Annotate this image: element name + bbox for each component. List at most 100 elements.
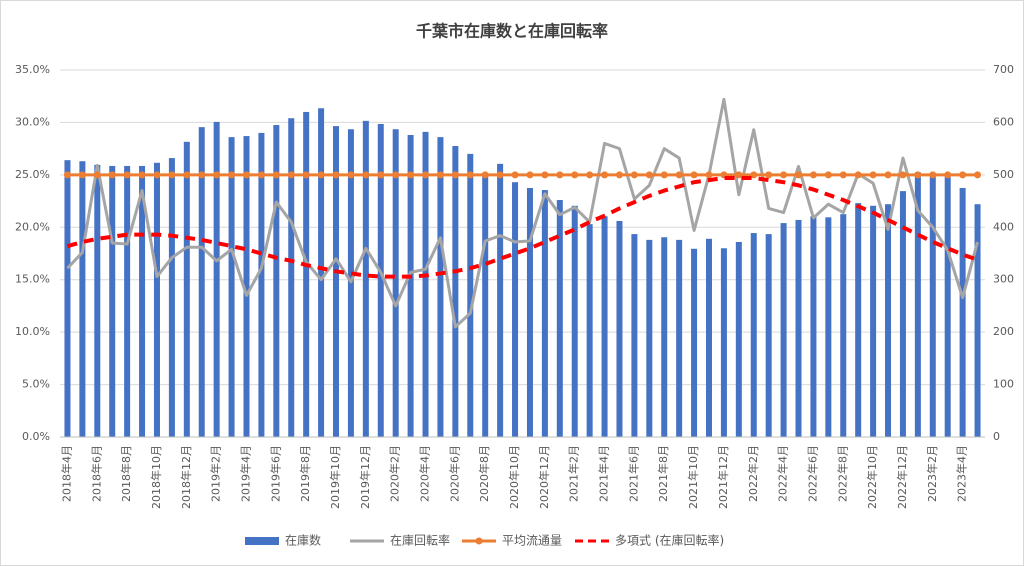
line-marker bbox=[392, 171, 400, 179]
bar bbox=[974, 204, 981, 437]
line-marker bbox=[93, 171, 101, 179]
line-marker bbox=[183, 171, 191, 179]
x-tick-label: 2020年8月 bbox=[477, 445, 491, 502]
line-marker bbox=[974, 171, 982, 179]
line-marker bbox=[377, 171, 385, 179]
bar bbox=[109, 165, 116, 438]
y-tick-label: 25.0% bbox=[15, 168, 50, 181]
y-tick-label: 5.0% bbox=[22, 378, 50, 391]
bar bbox=[601, 216, 608, 437]
line-marker bbox=[601, 171, 609, 179]
bar bbox=[437, 137, 444, 437]
line-marker bbox=[362, 171, 370, 179]
line-marker bbox=[63, 171, 71, 179]
line-marker bbox=[302, 171, 310, 179]
x-tick-label: 2020年2月 bbox=[388, 445, 402, 502]
y-tick-label: 15.0% bbox=[15, 273, 50, 286]
line-marker bbox=[422, 171, 430, 179]
bar bbox=[929, 174, 936, 437]
y-tick-label: 20.0% bbox=[15, 220, 50, 233]
line-marker bbox=[705, 171, 713, 179]
x-tick-label: 2019年8月 bbox=[298, 445, 312, 502]
line-marker bbox=[780, 171, 788, 179]
line-marker bbox=[168, 171, 176, 179]
y-tick-label: 35.0% bbox=[15, 63, 50, 76]
line-marker bbox=[317, 171, 325, 179]
line-marker bbox=[586, 171, 594, 179]
line bbox=[66, 97, 979, 329]
legend-marker bbox=[475, 537, 483, 545]
line-marker bbox=[198, 171, 206, 179]
legend-label: 在庫回転率 bbox=[390, 533, 450, 548]
line-marker bbox=[257, 171, 265, 179]
x-tick-label: 2018年12月 bbox=[179, 445, 193, 509]
line-marker bbox=[765, 171, 773, 179]
y2-tick-label: 400 bbox=[993, 220, 1014, 233]
x-tick-label: 2022年6月 bbox=[805, 445, 819, 502]
line-marker bbox=[914, 171, 922, 179]
x-tick-label: 2021年10月 bbox=[686, 445, 700, 509]
line-marker bbox=[466, 171, 474, 179]
bar bbox=[765, 234, 772, 437]
x-tick-label: 2022年2月 bbox=[746, 445, 760, 502]
bar bbox=[676, 239, 683, 437]
bar bbox=[512, 182, 519, 437]
bar bbox=[333, 126, 340, 437]
line-marker bbox=[735, 171, 743, 179]
bar bbox=[422, 131, 429, 437]
x-tick-label: 2018年10月 bbox=[149, 445, 163, 509]
x-tick-label: 2021年2月 bbox=[567, 445, 581, 502]
x-tick-label: 2023年4月 bbox=[955, 445, 969, 502]
bar bbox=[631, 234, 638, 437]
bar bbox=[228, 137, 235, 437]
line-marker bbox=[824, 171, 832, 179]
line-marker bbox=[526, 171, 534, 179]
bar bbox=[213, 121, 220, 437]
bar bbox=[840, 214, 847, 437]
bar bbox=[691, 248, 698, 437]
x-tick-label: 2022年12月 bbox=[895, 445, 909, 509]
bar bbox=[288, 118, 295, 437]
line-marker bbox=[347, 171, 355, 179]
bar bbox=[855, 203, 862, 437]
y2-tick-label: 200 bbox=[993, 325, 1014, 338]
bar bbox=[646, 239, 653, 437]
bar bbox=[124, 165, 131, 438]
bar bbox=[497, 163, 504, 437]
legend-label: 多項式 (在庫回転率) bbox=[615, 533, 724, 548]
line-marker bbox=[944, 171, 952, 179]
bar bbox=[810, 216, 817, 437]
bar bbox=[750, 233, 757, 437]
x-tick-label: 2019年4月 bbox=[238, 445, 252, 502]
x-tick-label: 2022年8月 bbox=[835, 445, 849, 502]
bar bbox=[944, 174, 951, 437]
x-tick-label: 2019年2月 bbox=[209, 445, 223, 502]
y2-tick-label: 600 bbox=[993, 115, 1014, 128]
line-marker bbox=[481, 171, 489, 179]
bar bbox=[526, 187, 533, 437]
x-tick-label: 2022年4月 bbox=[776, 445, 790, 502]
bar bbox=[467, 153, 474, 437]
x-tick-label: 2019年12月 bbox=[358, 445, 372, 509]
line-marker bbox=[138, 171, 146, 179]
line-marker bbox=[690, 171, 698, 179]
legend-label: 在庫数 bbox=[285, 533, 321, 548]
line-marker bbox=[645, 171, 653, 179]
line-marker bbox=[108, 171, 116, 179]
line-marker bbox=[153, 171, 161, 179]
line-marker bbox=[436, 171, 444, 179]
y2-tick-label: 700 bbox=[993, 63, 1014, 76]
x-tick-label: 2021年8月 bbox=[656, 445, 670, 502]
line-marker bbox=[228, 171, 236, 179]
x-tick-label: 2020年4月 bbox=[418, 445, 432, 502]
line-marker bbox=[615, 171, 623, 179]
x-tick-label: 2019年10月 bbox=[328, 445, 342, 509]
x-tick-label: 2022年10月 bbox=[865, 445, 879, 509]
x-tick-label: 2020年12月 bbox=[537, 445, 551, 509]
line-marker bbox=[123, 171, 131, 179]
bar bbox=[407, 135, 414, 438]
bar bbox=[362, 120, 369, 437]
line-marker bbox=[854, 171, 862, 179]
bar bbox=[273, 125, 280, 438]
